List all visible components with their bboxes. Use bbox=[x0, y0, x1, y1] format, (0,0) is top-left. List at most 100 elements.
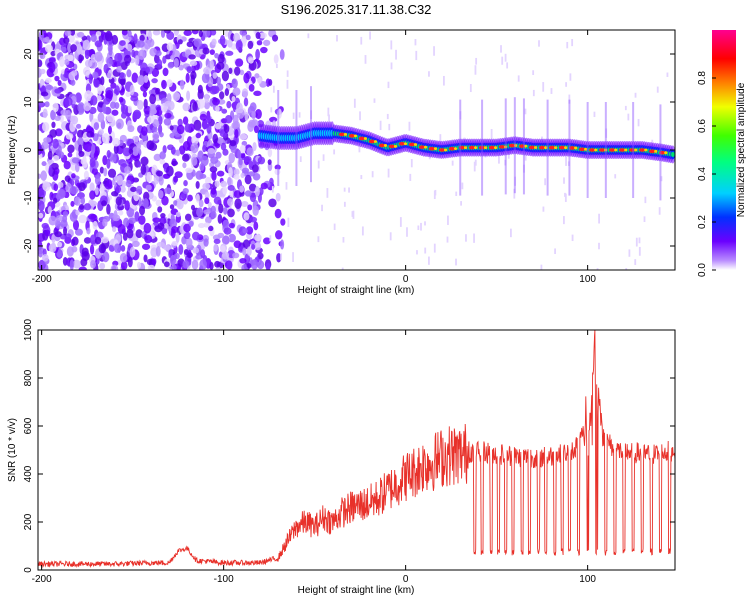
spectrogram-speckle bbox=[417, 225, 420, 230]
spectrogram-noise-cell bbox=[158, 189, 164, 199]
spectrogram-noise-cell bbox=[108, 244, 115, 252]
spectrogram-speckle bbox=[443, 75, 445, 86]
spectrogram-noise-cell bbox=[52, 197, 58, 204]
spectrogram-noise-cell bbox=[229, 189, 234, 198]
spectrogram-speckle bbox=[504, 159, 507, 166]
spectrogram-noise-cell bbox=[277, 108, 282, 119]
spectrogram-noise-cell bbox=[71, 173, 76, 179]
spectrogram-noise-cell bbox=[99, 182, 105, 193]
spectrogram-noise-cell bbox=[152, 130, 160, 142]
spectrogram-ridge-peak-edge bbox=[343, 133, 348, 136]
spectrogram-noise-cell bbox=[212, 72, 218, 79]
spectrogram-noise-cell bbox=[228, 233, 236, 243]
spectrogram-ridge-peak-edge bbox=[403, 142, 408, 146]
spectrogram-noise-cell bbox=[78, 182, 86, 192]
spectrogram-speckle bbox=[434, 189, 437, 196]
spectrogram-noise-cell bbox=[140, 62, 148, 72]
spectrogram-speckle bbox=[544, 178, 547, 186]
spectrogram-ridge-peak-edge bbox=[644, 148, 648, 152]
spectrogram-noise-cell bbox=[118, 210, 124, 216]
spectrogram-noise-cell bbox=[52, 138, 59, 149]
spectrogram-noise-cell bbox=[82, 39, 91, 51]
spectrogram-noise-cell bbox=[233, 173, 240, 180]
spectrogram-noise-cell bbox=[185, 72, 190, 83]
spectrogram-speckle bbox=[343, 187, 346, 192]
spectrogram-speckle bbox=[474, 65, 477, 75]
spectrogram-noise-cell bbox=[267, 159, 272, 166]
spectrogram-noise-cell bbox=[212, 97, 220, 106]
spectrogram-speckle bbox=[428, 256, 430, 265]
spectrogram-noise-cell bbox=[219, 91, 225, 100]
spectrogram-ridge-peak bbox=[578, 147, 586, 152]
snr-frame bbox=[37, 329, 676, 571]
spectrogram-noise-cell bbox=[54, 115, 61, 121]
spectrogram-noise-cell bbox=[83, 203, 92, 211]
colorbar-tick-label: 0.8 bbox=[697, 71, 708, 85]
spectrogram-noise-cell bbox=[135, 229, 143, 239]
spectrogram-ridge-peak bbox=[629, 148, 636, 152]
spectrogram-ridge-peak bbox=[408, 142, 416, 147]
spectrogram-noise-cell bbox=[136, 185, 143, 194]
spectrogram-noise-cell bbox=[141, 126, 148, 136]
spectrogram-noise-cell bbox=[163, 187, 172, 194]
spectrogram-noise-cell bbox=[192, 247, 200, 254]
spectrogram-noise-cell bbox=[164, 53, 172, 60]
spectrogram-noise-cell bbox=[182, 116, 189, 125]
spectrogram-noise-cell bbox=[100, 76, 105, 86]
spectrogram-noise-cell bbox=[243, 155, 252, 163]
spectrogram-noise-cell bbox=[38, 212, 44, 219]
spectrogram-noise-cell bbox=[215, 105, 220, 112]
spectrogram-streak bbox=[295, 90, 298, 186]
spectrogram-noise-cell bbox=[74, 92, 82, 103]
spectrogram-noise-cell bbox=[57, 80, 62, 86]
spectrogram-ridge-peak-edge bbox=[383, 144, 388, 147]
spectrogram-noise-cell bbox=[242, 228, 248, 234]
spectrogram-speckle bbox=[360, 175, 363, 180]
spectrogram-noise-cell bbox=[95, 30, 102, 37]
spectrogram-speckle bbox=[500, 45, 502, 53]
spectrogram-noise-cell bbox=[246, 147, 254, 157]
spectrogram-speckle bbox=[571, 234, 574, 242]
spectrogram-speckle bbox=[352, 210, 355, 219]
spectrogram-noise-cell bbox=[148, 89, 157, 96]
spectrogram-noise-cell bbox=[59, 56, 65, 68]
spectrogram-noise-layer bbox=[38, 30, 669, 270]
spectrogram-noise-cell bbox=[186, 252, 193, 258]
spectrogram-noise-cell bbox=[107, 168, 117, 178]
spectrogram-noise-cell bbox=[131, 240, 140, 248]
spectrogram-noise-cell bbox=[116, 174, 123, 186]
spectrogram-noise-cell bbox=[214, 260, 221, 268]
spectrogram-noise-cell bbox=[141, 243, 151, 250]
spectrogram-noise-cell bbox=[158, 174, 164, 186]
spectrogram-noise-cell bbox=[232, 252, 240, 259]
spectrogram-noise-cell bbox=[66, 246, 74, 257]
spectrogram-noise-cell bbox=[70, 115, 79, 125]
spectrogram-ridge-peak bbox=[438, 148, 446, 152]
snr-y-label: SNR (10 * v/v) bbox=[7, 418, 18, 482]
spectrogram-noise-cell bbox=[206, 123, 212, 134]
spectrogram-noise-cell bbox=[252, 172, 261, 181]
spectrogram-speckle bbox=[348, 187, 350, 193]
spectrogram-noise-cell bbox=[245, 34, 251, 41]
spectrogram-y-label: Frequency (Hz) bbox=[7, 116, 18, 185]
spectrogram-noise-cell bbox=[50, 162, 59, 171]
spectrogram-noise-cell bbox=[103, 63, 109, 74]
spectrogram-noise-cell bbox=[230, 144, 237, 154]
spectrogram-noise-cell bbox=[223, 227, 232, 235]
spectrogram-noise-cell bbox=[205, 115, 212, 124]
spectrogram-noise-cell bbox=[75, 209, 80, 216]
spectrogram-noise-cell bbox=[183, 223, 191, 233]
spectrogram-noise-cell bbox=[140, 156, 149, 166]
spectrogram-speckle bbox=[469, 83, 472, 93]
spectrogram-speckle bbox=[532, 70, 535, 76]
spectrogram-noise-cell bbox=[170, 146, 176, 155]
spectrogram-noise-cell bbox=[192, 101, 198, 112]
spectrogram-speckle bbox=[624, 105, 627, 111]
spectrogram-noise-cell bbox=[86, 130, 94, 138]
spectrogram-ridge-peak-edge bbox=[554, 146, 558, 150]
spectrogram-speckle bbox=[563, 177, 565, 184]
spectrogram-speckle bbox=[451, 160, 454, 166]
spectrogram-noise-cell bbox=[111, 191, 119, 197]
spectrogram-noise-cell bbox=[241, 88, 249, 98]
spectrogram-noise-cell bbox=[121, 180, 127, 187]
